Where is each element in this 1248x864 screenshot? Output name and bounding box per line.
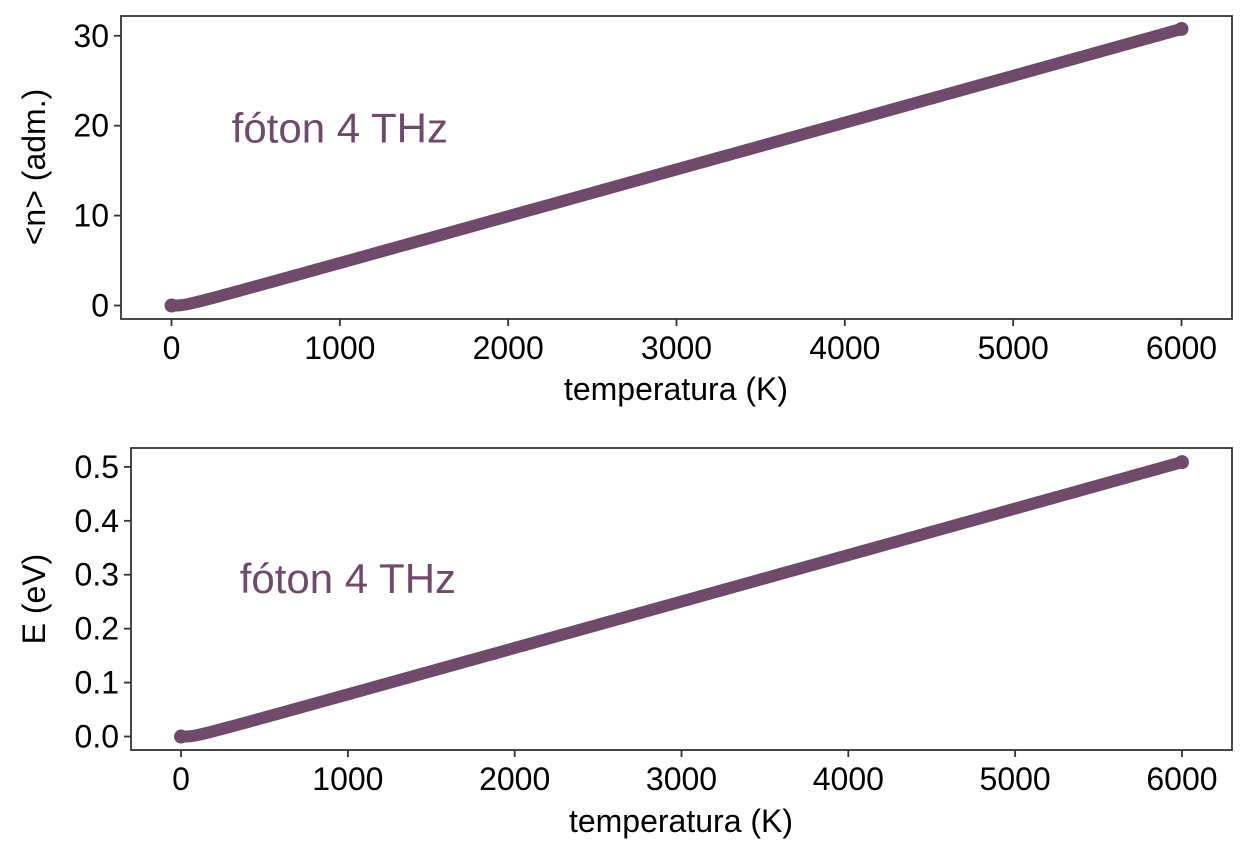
x-tick-label: 4000 bbox=[813, 761, 884, 797]
x-tick-label: 3000 bbox=[646, 761, 717, 797]
x-tick-label: 4000 bbox=[809, 330, 880, 366]
y-tick-label: 10 bbox=[73, 198, 109, 234]
y-tick-label: 0.1 bbox=[75, 665, 119, 701]
x-tick-label: 3000 bbox=[641, 330, 712, 366]
x-axis-ticks: 0 1000 2000 3000 4000 5000 6000 bbox=[163, 319, 1217, 366]
chart-panel-occupation: 0 10 20 30 0 1000 2000 3000 4000 5000 6000 fóton … bbox=[16, 15, 1233, 407]
x-tick-label: 6000 bbox=[1146, 330, 1217, 366]
y-tick-label: 0.0 bbox=[75, 719, 119, 755]
x-tick-label: 0 bbox=[163, 330, 181, 366]
chart-panel-energy: 0.0 0.1 0.2 0.3 0.4 0.5 0 1000 2000 3000 4000 5000… bbox=[16, 447, 1233, 839]
series-end-point bbox=[1174, 455, 1189, 470]
series-layer bbox=[164, 21, 1189, 313]
x-tick-label: 2000 bbox=[479, 761, 550, 797]
y-tick-label: 0.3 bbox=[75, 557, 119, 593]
x-tick-label: 1000 bbox=[312, 761, 383, 797]
x-tick-label: 5000 bbox=[978, 330, 1049, 366]
x-tick-label: 6000 bbox=[1146, 761, 1217, 797]
series-layer bbox=[174, 455, 1189, 744]
y-tick-label: 0.2 bbox=[75, 611, 119, 647]
y-axis-ticks: 0.0 0.1 0.2 0.3 0.4 0.5 bbox=[75, 449, 131, 755]
series-line bbox=[175, 456, 1188, 743]
y-tick-label: 0.5 bbox=[75, 449, 119, 485]
chart-annotation: fóton 4 THz bbox=[232, 104, 448, 151]
y-tick-label: 0.4 bbox=[75, 503, 119, 539]
x-tick-label: 5000 bbox=[980, 761, 1051, 797]
x-tick-label: 0 bbox=[172, 761, 190, 797]
series-start-point bbox=[164, 298, 179, 313]
series-end-point bbox=[1174, 21, 1189, 36]
y-tick-label: 20 bbox=[73, 108, 109, 144]
y-tick-label: 30 bbox=[73, 18, 109, 54]
series-line bbox=[165, 22, 1188, 312]
y-axis-title: <n> (adm.) bbox=[16, 89, 52, 246]
x-axis-ticks: 0 1000 2000 3000 4000 5000 6000 bbox=[172, 750, 1218, 797]
x-axis-title: temperatura (K) bbox=[569, 803, 793, 839]
x-axis-title: temperatura (K) bbox=[564, 371, 788, 407]
y-tick-label: 0 bbox=[91, 288, 109, 324]
x-tick-label: 1000 bbox=[304, 330, 375, 366]
y-axis-title: E (eV) bbox=[16, 554, 52, 645]
y-axis-ticks: 0 10 20 30 bbox=[73, 18, 121, 324]
series-start-point bbox=[174, 729, 189, 744]
x-tick-label: 2000 bbox=[473, 330, 544, 366]
chart-annotation: fóton 4 THz bbox=[240, 555, 456, 602]
